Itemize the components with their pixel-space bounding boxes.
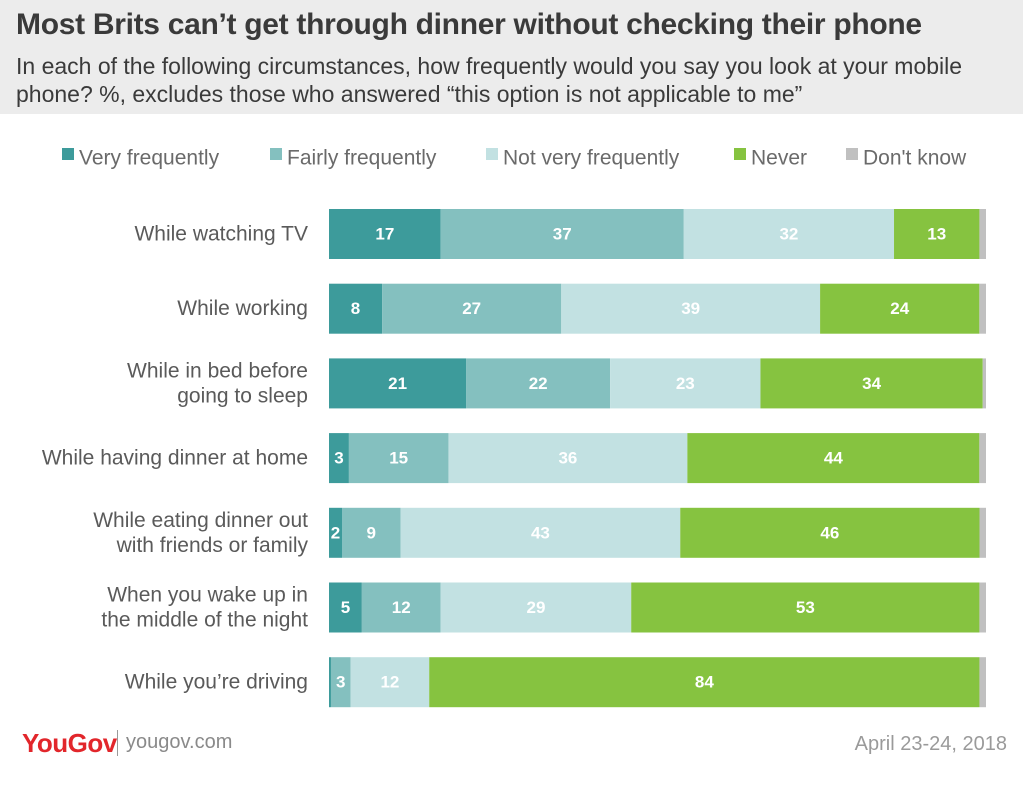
yougov-logo: YouGov [22,728,117,758]
data-label-while-you-re-driving-never: 84 [695,673,714,692]
category-label-while-in-bed-before-going-to-sleep-line-2: going to sleep [177,384,308,407]
legend-swatch-very-frequently [62,148,74,160]
category-label-while-eating-dinner-out-with-friends-or-family-line-2: with friends or family [116,534,309,557]
bar-while-watching-tv-very-frequently [329,209,441,259]
legend-label-never: Never [751,147,807,170]
bar-while-in-bed-before-going-to-sleep-don-t-know [982,358,986,409]
data-label-while-working-not-very-frequently: 39 [681,299,700,318]
legend-label-not-very-frequently: Not very frequently [503,147,680,170]
bar-while-having-dinner-at-home-fairly-frequently [348,433,449,484]
data-label-while-watching-tv-fairly-frequently: 37 [553,224,572,243]
data-label-while-in-bed-before-going-to-sleep-fairly-frequently: 22 [529,374,548,393]
data-label-while-watching-tv-never: 13 [927,224,946,243]
category-label-when-you-wake-up-in-the-middle-of-the-night-line-2: the middle of the night [101,609,308,632]
bar-while-you-re-driving-not-very-frequently [350,657,430,708]
bar-while-having-dinner-at-home-not-very-frequently [448,433,688,484]
bar-while-you-re-driving-never [429,657,980,708]
bar-while-in-bed-before-going-to-sleep-never [760,358,983,409]
bar-while-you-re-driving-fairly-frequently [330,657,351,708]
category-label-while-you-re-driving: While you’re driving [125,671,308,694]
data-label-while-having-dinner-at-home-fairly-frequently: 15 [389,449,408,468]
bar-while-working-not-very-frequently [561,283,821,334]
bar-when-you-wake-up-in-the-middle-of-the-night-very-frequently [329,582,362,633]
data-label-when-you-wake-up-in-the-middle-of-the-night-never: 53 [796,598,815,617]
bar-while-watching-tv-not-very-frequently [683,209,895,259]
bar-when-you-wake-up-in-the-middle-of-the-night-not-very-frequently [440,582,632,633]
data-label-while-you-re-driving-not-very-frequently: 12 [380,673,399,692]
category-label-while-in-bed-before-going-to-sleep-line-1: While in bed before [127,359,308,382]
category-label-while-watching-tv: While watching TV [134,223,308,246]
data-label-while-working-fairly-frequently: 27 [462,299,481,318]
bar-while-having-dinner-at-home-never [687,433,980,484]
bar-while-in-bed-before-going-to-sleep-not-very-frequently [610,358,761,409]
legend-swatch-not-very-frequently [486,148,498,160]
bar-when-you-wake-up-in-the-middle-of-the-night-fairly-frequently [361,582,441,633]
legend-swatch-fairly-frequently [270,148,282,160]
data-label-while-watching-tv-very-frequently: 17 [375,224,394,243]
bar-while-watching-tv-don-t-know [979,209,986,259]
category-label-while-eating-dinner-out-with-friends-or-family-line-1: While eating dinner out [93,509,308,532]
bar-while-working-don-t-know [979,283,986,334]
category-label-when-you-wake-up-in-the-middle-of-the-night-line-1: When you wake up in [107,584,308,607]
bar-while-having-dinner-at-home-don-t-know [979,433,986,484]
data-label-while-working-never: 24 [890,299,909,318]
data-label-while-eating-dinner-out-with-friends-or-family-never: 46 [820,523,839,542]
chart-subtitle: In each of the following circumstances, … [16,53,963,107]
header-band: Most Brits can’t get through dinner with… [0,0,1023,114]
data-label-while-eating-dinner-out-with-friends-or-family-not-very-frequently: 43 [531,523,550,542]
bar-when-you-wake-up-in-the-middle-of-the-night-never [631,582,980,633]
category-label-while-having-dinner-at-home: While having dinner at home [42,447,308,470]
data-label-while-eating-dinner-out-with-friends-or-family-very-frequently: 2 [331,523,340,542]
bar-while-working-fairly-frequently [382,283,562,334]
bar-while-eating-dinner-out-with-friends-or-family-very-frequently [329,507,343,558]
data-label-while-you-re-driving-fairly-frequently: 3 [336,673,345,692]
legend-swatch-don-t-know [846,148,858,160]
data-label-when-you-wake-up-in-the-middle-of-the-night-very-frequently: 5 [341,598,350,617]
legend-label-fairly-frequently: Fairly frequently [287,147,437,170]
data-label-while-working-very-frequently: 8 [351,299,360,318]
data-label-while-having-dinner-at-home-not-very-frequently: 36 [558,449,577,468]
stacked-bar-chart: Very frequently Fairly frequently Not very… [42,147,986,708]
chart-title: Most Brits can’t get through dinner with… [16,8,922,41]
data-label-while-eating-dinner-out-with-friends-or-family-fairly-frequently: 9 [367,523,376,542]
bar-while-eating-dinner-out-with-friends-or-family-don-t-know [979,507,986,558]
bar-while-eating-dinner-out-with-friends-or-family-fairly-frequently [342,507,401,558]
category-label-while-working: While working [177,297,308,320]
data-label-while-in-bed-before-going-to-sleep-never: 34 [862,374,881,393]
bar-while-having-dinner-at-home-very-frequently [329,433,349,484]
data-label-while-watching-tv-not-very-frequently: 32 [779,224,798,243]
bar-while-you-re-driving-don-t-know [979,657,986,708]
legend-label-don-t-know: Don't know [863,147,967,170]
bar-while-in-bed-before-going-to-sleep-very-frequently [329,358,467,409]
bar-while-working-very-frequently [329,283,383,334]
survey-date: April 23-24, 2018 [854,733,1007,755]
bar-when-you-wake-up-in-the-middle-of-the-night-don-t-know [979,582,986,633]
bar-while-eating-dinner-out-with-friends-or-family-not-very-frequently [400,507,681,558]
bar-while-you-re-driving-very-frequently [329,657,331,708]
data-label-while-in-bed-before-going-to-sleep-very-frequently: 21 [388,374,407,393]
data-label-when-you-wake-up-in-the-middle-of-the-night-not-very-frequently: 29 [526,598,545,617]
bar-while-watching-tv-fairly-frequently [440,209,684,259]
bar-while-working-never [820,283,980,334]
bar-while-eating-dinner-out-with-friends-or-family-never [680,507,980,558]
footer-url[interactable]: yougov.com [126,731,233,753]
data-label-while-in-bed-before-going-to-sleep-not-very-frequently: 23 [676,374,695,393]
data-label-while-having-dinner-at-home-never: 44 [824,449,843,468]
legend-swatch-never [734,148,746,160]
bar-while-watching-tv-never [894,209,980,259]
bar-while-in-bed-before-going-to-sleep-fairly-frequently [466,358,611,409]
data-label-while-having-dinner-at-home-very-frequently: 3 [334,449,343,468]
legend-label-very-frequently: Very frequently [79,147,220,170]
data-label-when-you-wake-up-in-the-middle-of-the-night-fairly-frequently: 12 [392,598,411,617]
footer-separator [117,730,118,756]
